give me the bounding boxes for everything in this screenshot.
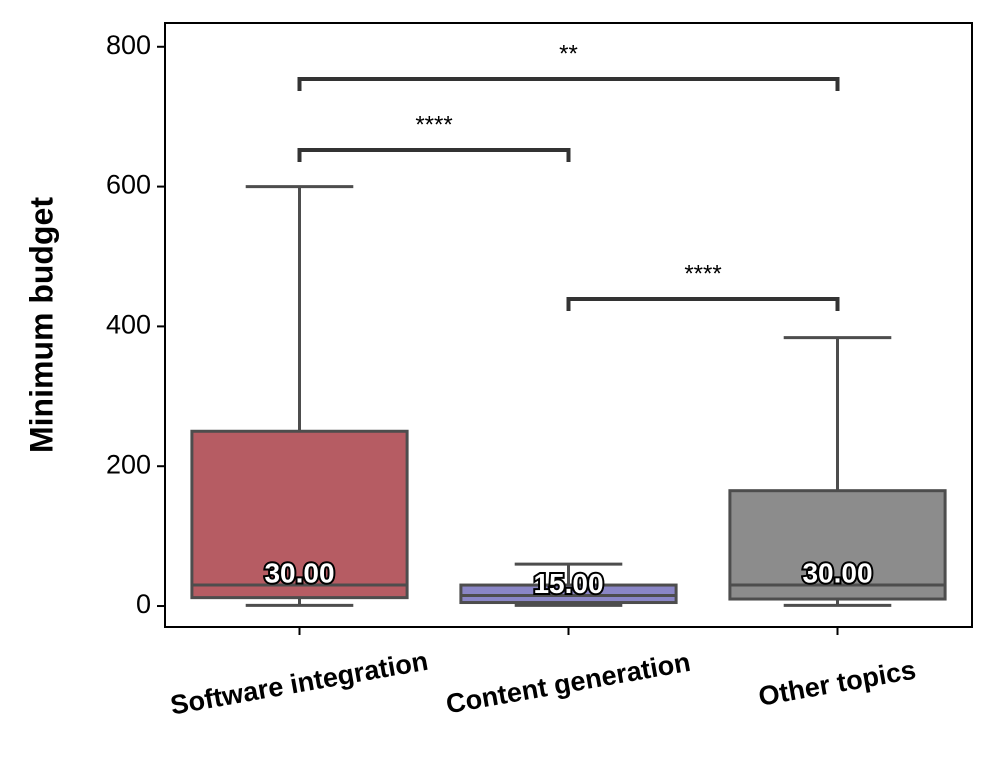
y-tick-label: 400 — [106, 310, 151, 340]
y-axis-label: Minimum budget — [23, 197, 59, 453]
box — [190, 429, 409, 600]
significance-label: **** — [684, 260, 721, 287]
x-tick-label: Software integration — [168, 646, 430, 721]
y-tick-label: 0 — [136, 589, 151, 619]
significance-label: **** — [415, 111, 452, 138]
y-tick-label: 800 — [106, 30, 151, 60]
median-label: 15.00 — [533, 568, 603, 599]
significance-bracket — [566, 297, 840, 311]
median-label: 30.00 — [264, 557, 334, 588]
significance-bracket — [297, 77, 840, 91]
x-tick-label: Content generation — [444, 647, 693, 720]
y-tick-label: 200 — [106, 449, 151, 479]
box — [459, 583, 678, 605]
box — [728, 489, 947, 601]
y-tick-label: 600 — [106, 170, 151, 200]
significance-label: ** — [559, 40, 578, 67]
x-tick-label: Other topics — [756, 655, 918, 712]
median-label: 30.00 — [802, 557, 872, 588]
significance-bracket — [297, 148, 571, 162]
